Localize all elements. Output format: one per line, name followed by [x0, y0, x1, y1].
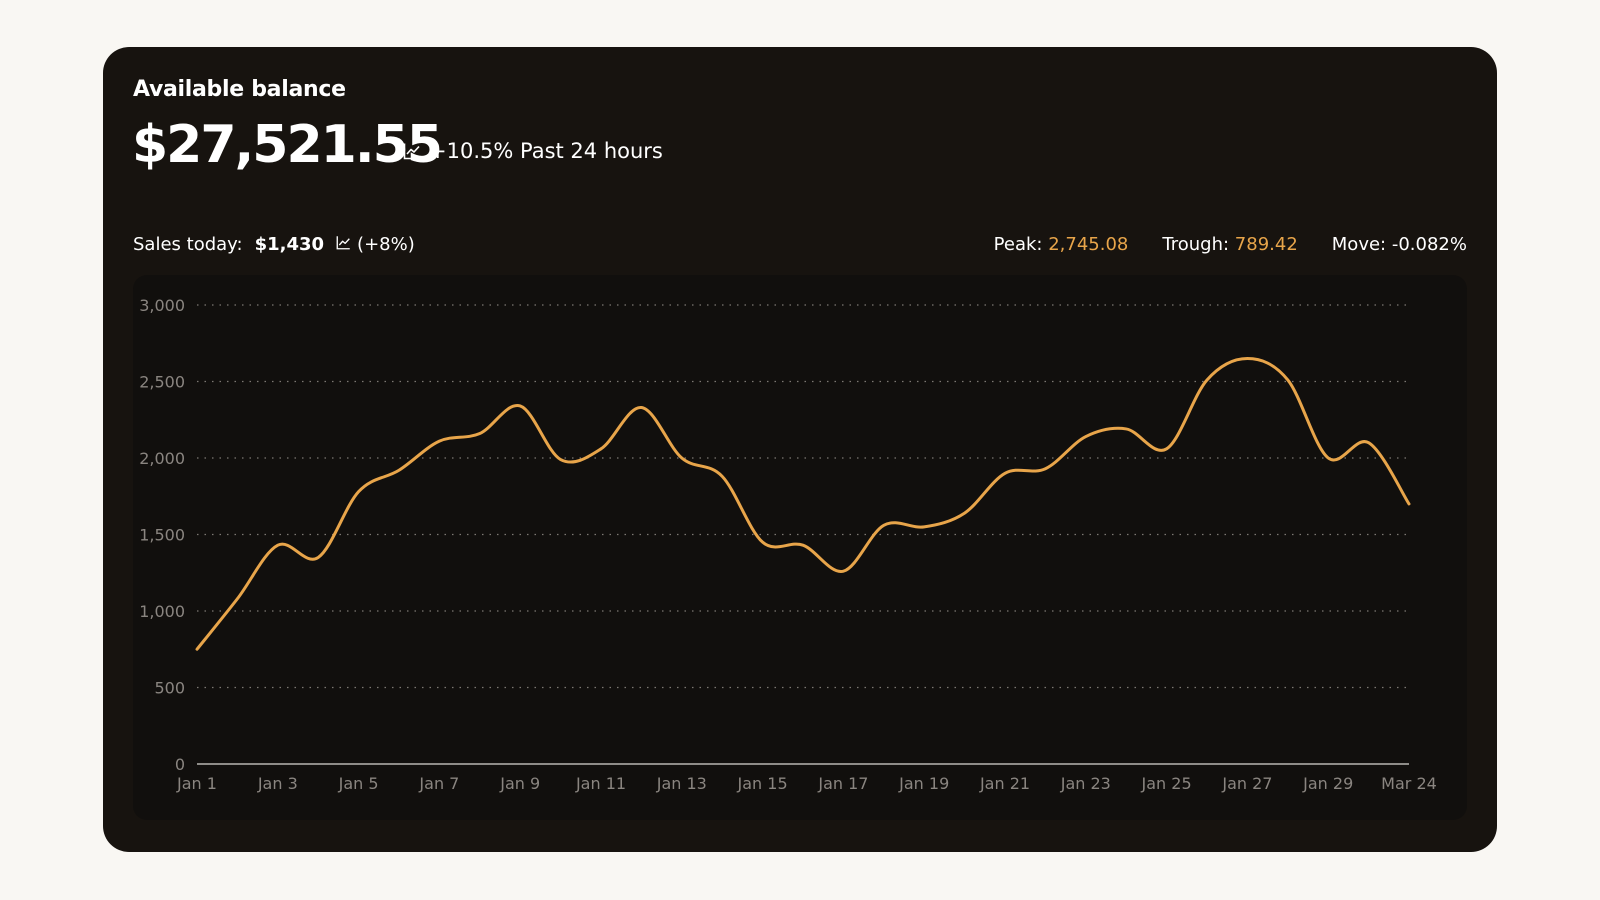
x-tick-label: Mar 24: [1381, 774, 1437, 793]
y-tick-label: 2,500: [139, 373, 185, 392]
move-stat: Move: -0.082%: [1332, 234, 1467, 255]
peak-value: 2,745.08: [1048, 234, 1129, 255]
y-tick-label: 500: [154, 679, 185, 698]
balance-change: +10.5% Past 24 hours: [403, 139, 663, 163]
x-tick-label: Jan 1: [176, 774, 217, 793]
trend-chart-icon: [336, 234, 357, 255]
x-tick-label: Jan 7: [418, 774, 459, 793]
balance-label: Available balance: [133, 77, 346, 102]
balance-change-text: +10.5% Past 24 hours: [429, 139, 663, 163]
chart-panel: 0 500 1,000 1,500 2,000 2,500 3,000 Jan 1 Jan 3 J…: [133, 275, 1467, 820]
peak-stat: Peak: 2,745.08: [994, 234, 1129, 255]
x-tick-label: Jan 9: [499, 774, 540, 793]
x-tick-label: Jan 29: [1302, 774, 1353, 793]
series-line: [195, 357, 1411, 651]
x-tick-label: Jan 25: [1141, 774, 1192, 793]
sales-today-value: $1,430: [254, 234, 325, 255]
y-tick-label: 0: [175, 755, 185, 774]
sales-today-change: (+8%): [357, 234, 415, 255]
balance-card: Available balance $27,521.55 +10.5% Past…: [103, 47, 1497, 852]
balance-line-chart: 0 500 1,000 1,500 2,000 2,500 3,000 Jan 1 Jan 3 J…: [139, 296, 1437, 793]
x-tick-label: Jan 23: [1060, 774, 1111, 793]
move-label: Move:: [1331, 234, 1387, 255]
y-tick-label: 1,000: [139, 602, 185, 621]
peak-label: Peak:: [993, 234, 1043, 255]
y-tick-label: 2,000: [139, 449, 185, 468]
balance-value: $27,521.55: [132, 115, 443, 175]
range-stats: Peak: 2,745.08 Trough: 789.42 Move: -0.0…: [994, 234, 1467, 255]
y-tick-label: 1,500: [139, 526, 185, 545]
trend-chart-icon: [403, 142, 421, 160]
x-tick-label: Jan 15: [737, 774, 788, 793]
move-value: -0.082%: [1391, 234, 1467, 255]
x-tick-label: Jan 13: [656, 774, 707, 793]
x-tick-label: Jan 3: [257, 774, 298, 793]
x-tick-label: Jan 11: [575, 774, 626, 793]
trough-stat: Trough: 789.42: [1162, 234, 1297, 255]
trough-value: 789.42: [1234, 234, 1298, 255]
x-tick-label: Jan 21: [979, 774, 1030, 793]
x-tick-label: Jan 27: [1221, 774, 1272, 793]
y-tick-label: 3,000: [139, 296, 185, 315]
sales-today-label: Sales today:: [133, 234, 243, 255]
x-tick-label: Jan 17: [817, 774, 868, 793]
sales-today: Sales today: $1,430 (+8%): [133, 234, 415, 255]
trough-label: Trough:: [1162, 234, 1230, 255]
x-tick-label: Jan 19: [898, 774, 949, 793]
x-tick-label: Jan 5: [338, 774, 379, 793]
